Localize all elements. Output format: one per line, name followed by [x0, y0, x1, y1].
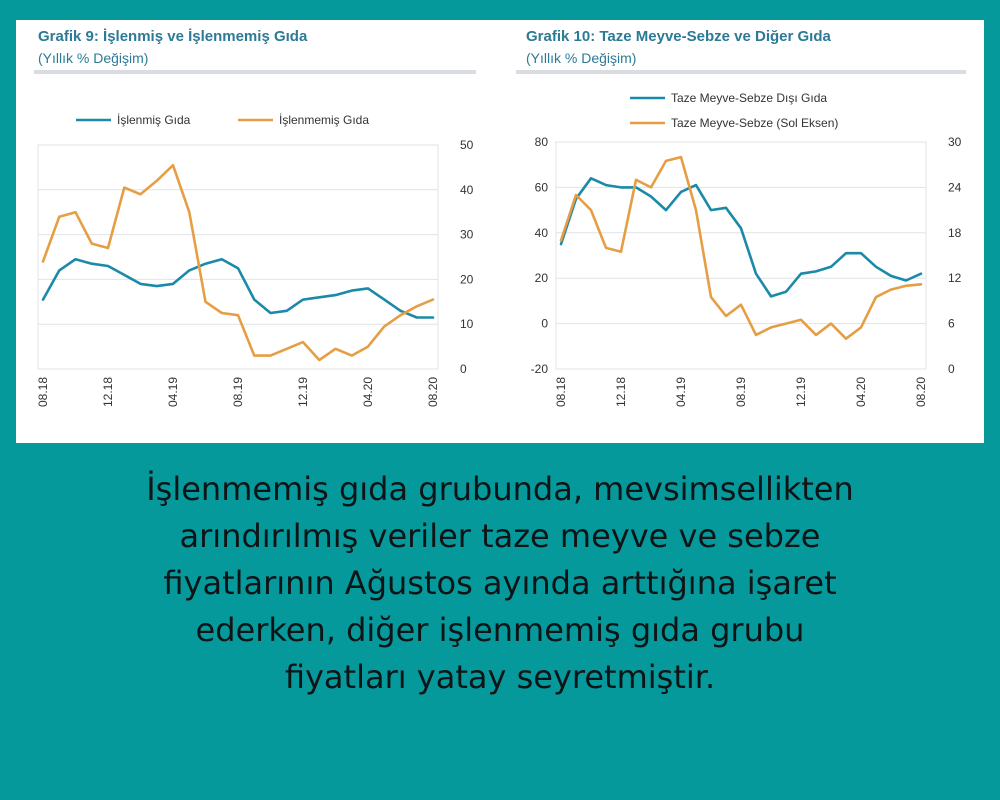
chart1-series-line-1: [41, 257, 435, 319]
chart2-y-tick-label: 24: [948, 180, 962, 194]
chart1-x-tick-label: 08.18: [36, 377, 50, 407]
chart2-series-line-2: [559, 155, 923, 341]
chart2-y-tick-label: 20: [535, 271, 549, 285]
caption-line: İşlenmemiş gıda grubunda, mevsimsellikte…: [146, 470, 854, 508]
chart1-title-rule: [34, 70, 476, 74]
chart2-title-rule: [516, 70, 966, 74]
chart1-x-tick-label: 12.18: [101, 377, 115, 407]
chart2-y-tick-label: 18: [948, 226, 962, 240]
chart2-title: Grafik 10: Taze Meyve-Sebze ve Diğer Gıd…: [526, 28, 831, 45]
chart2-y-tick-label: 0: [948, 362, 955, 376]
chart1-x-tick-label: 08.20: [426, 377, 440, 407]
chart2-plot-frame: [555, 141, 927, 370]
chart2-y-tick-label: 0: [541, 317, 548, 331]
chart2-x-tick-label: 08.18: [554, 377, 568, 407]
chart2-y-tick-label: 60: [535, 180, 549, 194]
charts-panel: Grafik 9: İşlenmiş ve İşlenmemiş Gıda (Y…: [16, 20, 984, 443]
caption-line: ederken, diğer işlenmemiş gıda grubu: [195, 611, 805, 649]
chart2-y-tick-label: 30: [948, 135, 962, 149]
chart1-x-tick-label: 04.20: [361, 377, 375, 407]
chart1-legend-label-1: İşlenmiş Gıda: [117, 113, 191, 127]
chart1-y-tick-label: 10: [460, 317, 474, 331]
chart1-title: Grafik 9: İşlenmiş ve İşlenmemiş Gıda: [38, 28, 308, 45]
caption: İşlenmemiş gıda grubunda, mevsimsellikte…: [0, 466, 1000, 701]
chart1-x-tick-label: 04.19: [166, 377, 180, 407]
chart2-legend-label-2: Taze Meyve-Sebze (Sol Eksen): [671, 116, 838, 130]
chart2-y-tick-label: 40: [535, 226, 549, 240]
chart1-series-line-2: [41, 163, 435, 362]
chart1-y-tick-label: 40: [460, 183, 474, 197]
chart2-x-tick-label: 12.18: [614, 377, 628, 407]
chart1-legend-label-2: İşlenmemiş Gıda: [279, 113, 369, 127]
chart1-y-tick-label: 50: [460, 138, 474, 152]
chart2-x-tick-label: 04.19: [674, 377, 688, 407]
chart2-x-tick-label: 04.20: [854, 377, 868, 407]
chart1-subtitle: (Yıllık % Değişim): [38, 50, 149, 66]
charts-svg: 0 10 20 30 40 50 08.18 12.18 04.19 08.19 12.19 04.2…: [36, 91, 962, 407]
chart1-y-tick-label: 30: [460, 228, 474, 242]
caption-line: fiyatlarının Ağustos ayında arttığına iş…: [163, 564, 837, 602]
chart2-series-line-1: [559, 177, 923, 298]
caption-line: arındırılmış veriler taze meyve ve sebze: [179, 517, 821, 555]
chart2-x-tick-label: 08.20: [914, 377, 928, 407]
chart1-y-tick-label: 20: [460, 272, 474, 286]
chart2-x-tick-label: 12.19: [794, 377, 808, 407]
chart2-y-tick-label: 12: [948, 271, 962, 285]
chart1-x-tick-label: 12.19: [296, 377, 310, 407]
chart1-x-tick-label: 08.19: [231, 377, 245, 407]
chart2-subtitle: (Yıllık % Değişim): [526, 50, 637, 66]
caption-line: fiyatları yatay seyretmiştir.: [284, 658, 716, 696]
chart1-y-tick-label: 0: [460, 362, 467, 376]
chart2-y-tick-label: 80: [535, 135, 549, 149]
chart2-x-tick-label: 08.19: [734, 377, 748, 407]
chart2-legend-label-1: Taze Meyve-Sebze Dışı Gıda: [671, 91, 827, 105]
chart2-y-tick-label: 6: [948, 317, 955, 331]
chart2-y-tick-label: -20: [531, 362, 549, 376]
